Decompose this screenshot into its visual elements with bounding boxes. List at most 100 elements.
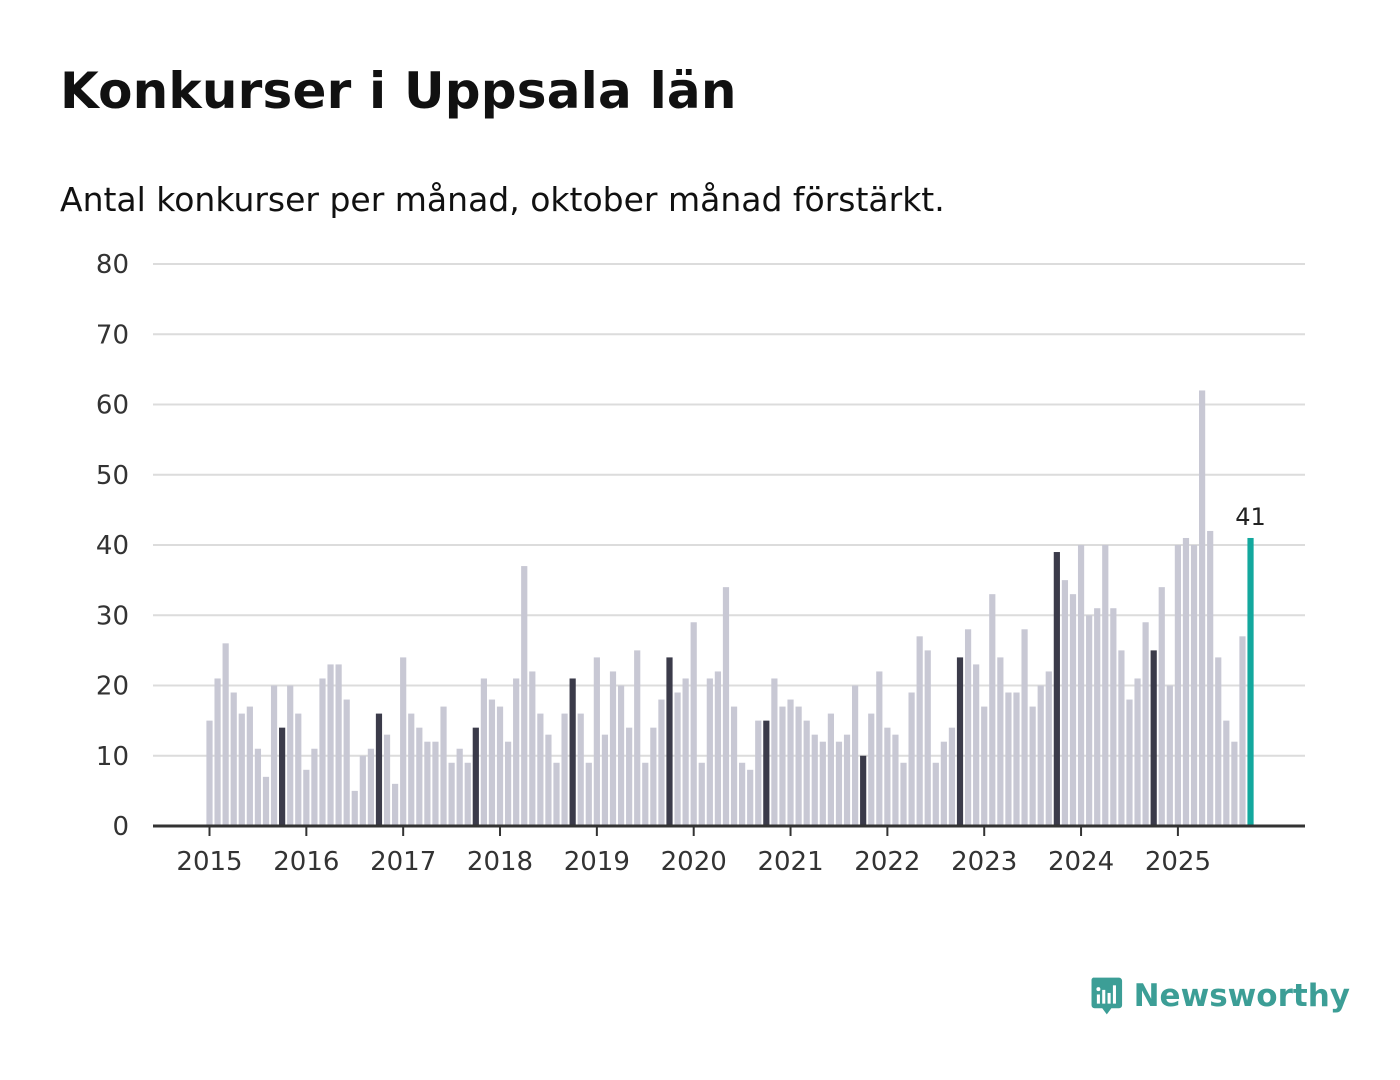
bar xyxy=(827,713,834,826)
bar xyxy=(303,769,310,826)
chart-title: Konkurser i Uppsala län xyxy=(60,62,737,120)
bar xyxy=(319,678,326,826)
brand-name: Newsworthy xyxy=(1133,978,1350,1014)
bar xyxy=(416,727,423,826)
y-tick-label: 60 xyxy=(96,391,129,421)
chart-subtitle: Antal konkurser per månad, oktober månad… xyxy=(60,180,945,219)
bar xyxy=(351,790,358,827)
bar xyxy=(1086,615,1093,826)
bar xyxy=(593,657,600,826)
bar xyxy=(1102,545,1109,826)
bar xyxy=(238,713,245,826)
bar xyxy=(222,643,229,826)
y-tick-label: 40 xyxy=(96,531,129,561)
bar xyxy=(763,720,770,827)
bar xyxy=(940,741,947,826)
bar xyxy=(327,664,334,826)
bar xyxy=(1223,720,1230,827)
bar xyxy=(440,706,447,826)
bar xyxy=(311,748,318,826)
bar xyxy=(1061,580,1069,827)
bar xyxy=(1247,537,1254,826)
x-tick-label: 2021 xyxy=(757,847,823,877)
bar xyxy=(1118,650,1125,827)
bar xyxy=(1110,608,1117,826)
bar xyxy=(747,769,754,826)
y-tick-label: 50 xyxy=(96,461,129,491)
bar xyxy=(295,713,302,826)
bar xyxy=(860,755,867,826)
y-tick-label: 10 xyxy=(96,742,129,772)
bar xyxy=(900,762,907,826)
bar xyxy=(1077,545,1085,826)
bar xyxy=(795,706,802,826)
bar xyxy=(553,762,560,826)
bar xyxy=(868,713,875,826)
x-tick-label: 2019 xyxy=(564,847,630,877)
x-tick-label: 2020 xyxy=(661,847,727,877)
bar xyxy=(1094,608,1101,826)
bar xyxy=(642,762,649,826)
bar xyxy=(1199,390,1206,826)
bar xyxy=(1021,629,1028,826)
bar xyxy=(1069,594,1077,826)
x-tick-label: 2017 xyxy=(370,847,436,877)
bar xyxy=(359,755,366,826)
bar xyxy=(504,741,512,826)
bar xyxy=(480,678,487,826)
bar xyxy=(496,706,504,826)
bar xyxy=(626,727,633,826)
bar xyxy=(392,783,399,826)
bar xyxy=(650,727,657,826)
bar xyxy=(513,678,520,826)
bar xyxy=(698,762,705,826)
bar xyxy=(755,720,762,827)
bar xyxy=(843,734,851,826)
bar xyxy=(666,657,673,826)
bar xyxy=(343,699,350,826)
bar xyxy=(803,720,810,827)
y-tick-label: 20 xyxy=(96,672,129,702)
x-tick-label: 2024 xyxy=(1048,847,1114,877)
bar xyxy=(246,706,253,826)
bar xyxy=(1190,545,1198,826)
bar xyxy=(569,678,576,826)
x-tick-label: 2025 xyxy=(1145,847,1211,877)
bar xyxy=(722,587,730,826)
y-tick-label: 70 xyxy=(96,320,129,350)
y-tick-label: 0 xyxy=(112,812,129,842)
bar xyxy=(1150,650,1157,827)
bar xyxy=(1013,692,1020,826)
bar xyxy=(561,713,568,826)
bar xyxy=(214,678,221,826)
bar xyxy=(771,678,778,826)
bar xyxy=(1158,587,1165,826)
bar xyxy=(488,699,496,826)
bar xyxy=(730,706,738,826)
bar xyxy=(706,678,713,826)
bar xyxy=(206,720,213,827)
bar xyxy=(1037,685,1044,826)
bar xyxy=(852,685,859,826)
bar xyxy=(989,594,996,826)
bar xyxy=(835,741,843,826)
bar xyxy=(1134,678,1141,826)
bar xyxy=(383,734,391,826)
bar xyxy=(1207,530,1214,826)
bar xyxy=(617,685,625,826)
bar xyxy=(1174,545,1181,826)
bar xyxy=(973,664,980,826)
bar xyxy=(287,685,294,826)
x-axis-ticks: 2015 2016 2017 2018 2019 2020 2021 2022 2023 2024… xyxy=(176,826,1211,877)
bar xyxy=(529,671,536,826)
annotations: 41 xyxy=(1235,503,1266,531)
bar xyxy=(690,622,697,826)
bar xyxy=(230,692,237,826)
bar xyxy=(674,692,681,826)
bar xyxy=(408,713,415,826)
bar xyxy=(932,762,939,826)
y-axis-ticks: 0 10 20 30 40 50 60 70 80 xyxy=(96,250,129,842)
bar xyxy=(609,671,617,826)
bar xyxy=(1182,537,1190,826)
